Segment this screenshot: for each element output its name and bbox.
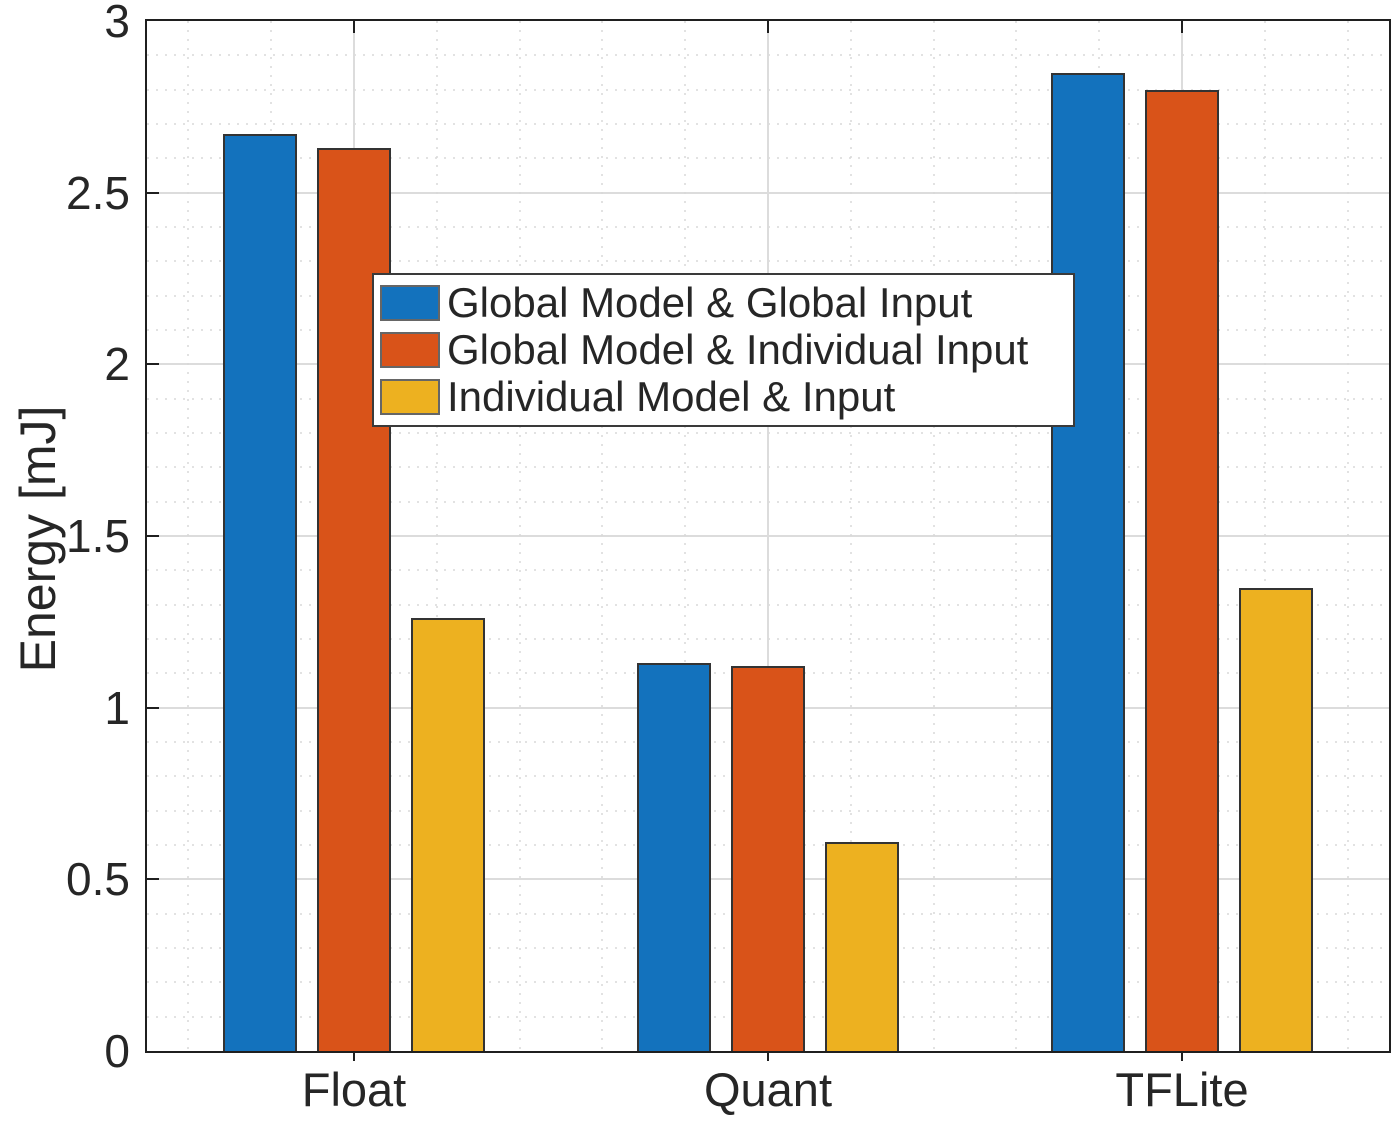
gridline-minor-vertical <box>518 21 521 1051</box>
legend-label: Individual Model & Input <box>447 373 896 421</box>
bar-float-series-1 <box>222 134 298 1051</box>
y-tick-mark <box>147 535 159 537</box>
legend-item-1: Global Model & Global Input <box>380 278 1073 326</box>
legend-swatch-icon <box>380 379 440 416</box>
gridline-minor-vertical <box>601 21 604 1051</box>
bar-tflite-series-1 <box>1050 72 1126 1051</box>
gridline-minor-vertical <box>849 21 852 1051</box>
x-tick-mark <box>1181 1051 1183 1061</box>
x-tick-label-tflite: TFLite <box>1115 1063 1249 1116</box>
bar-float-series-3 <box>410 618 486 1051</box>
legend-label: Global Model & Individual Input <box>447 325 1029 373</box>
x-tick-mark-top <box>767 21 769 33</box>
y-tick-mark <box>147 191 159 194</box>
gridline-major-vertical <box>767 21 769 1051</box>
x-tick-mark-top <box>353 21 355 33</box>
plot-area: Global Model & Global Input Global Model … <box>145 19 1391 1061</box>
x-tick-mark <box>353 1051 355 1061</box>
y-tick-mark <box>147 878 159 881</box>
legend-item-2: Global Model & Individual Input <box>380 325 1073 373</box>
gridline-minor-vertical <box>435 21 438 1051</box>
bar-quant-series-1 <box>636 663 712 1051</box>
y-tick-label: 3 <box>104 0 130 47</box>
legend-swatch-icon <box>380 284 440 321</box>
y-tick-label: 2.5 <box>66 166 130 219</box>
bar-tflite-series-2 <box>1144 89 1220 1051</box>
y-tick-label: 2 <box>104 338 130 391</box>
bar-quant-series-2 <box>730 666 806 1051</box>
gridline-minor-vertical <box>1346 21 1349 1051</box>
y-tick-label: 1.5 <box>66 510 130 562</box>
gridline-minor-vertical <box>932 21 935 1051</box>
bar-tflite-series-3 <box>1238 587 1314 1051</box>
gridline-minor-vertical <box>1015 21 1018 1051</box>
x-tick-mark-top <box>1181 21 1183 33</box>
legend-swatch-icon <box>380 331 440 368</box>
gridline-minor-vertical <box>1263 21 1266 1051</box>
y-tick-label: 1 <box>104 681 130 734</box>
y-tick-label: 0.5 <box>66 853 130 906</box>
legend: Global Model & Global Input Global Model … <box>372 273 1075 427</box>
legend-label: Global Model & Global Input <box>447 278 973 326</box>
bar-quant-series-3 <box>824 841 900 1051</box>
y-tick-mark <box>147 706 159 709</box>
gridline-minor-vertical <box>684 21 687 1051</box>
legend-item-3: Individual Model & Input <box>380 375 1073 419</box>
x-tick-mark <box>767 1051 769 1061</box>
gridline-minor-vertical <box>187 21 190 1051</box>
y-tick-mark <box>147 363 159 366</box>
x-tick-label-float: Float <box>301 1063 407 1116</box>
x-tick-label-quant: Quant <box>703 1063 833 1116</box>
y-tick-label: 0 <box>104 1025 130 1077</box>
